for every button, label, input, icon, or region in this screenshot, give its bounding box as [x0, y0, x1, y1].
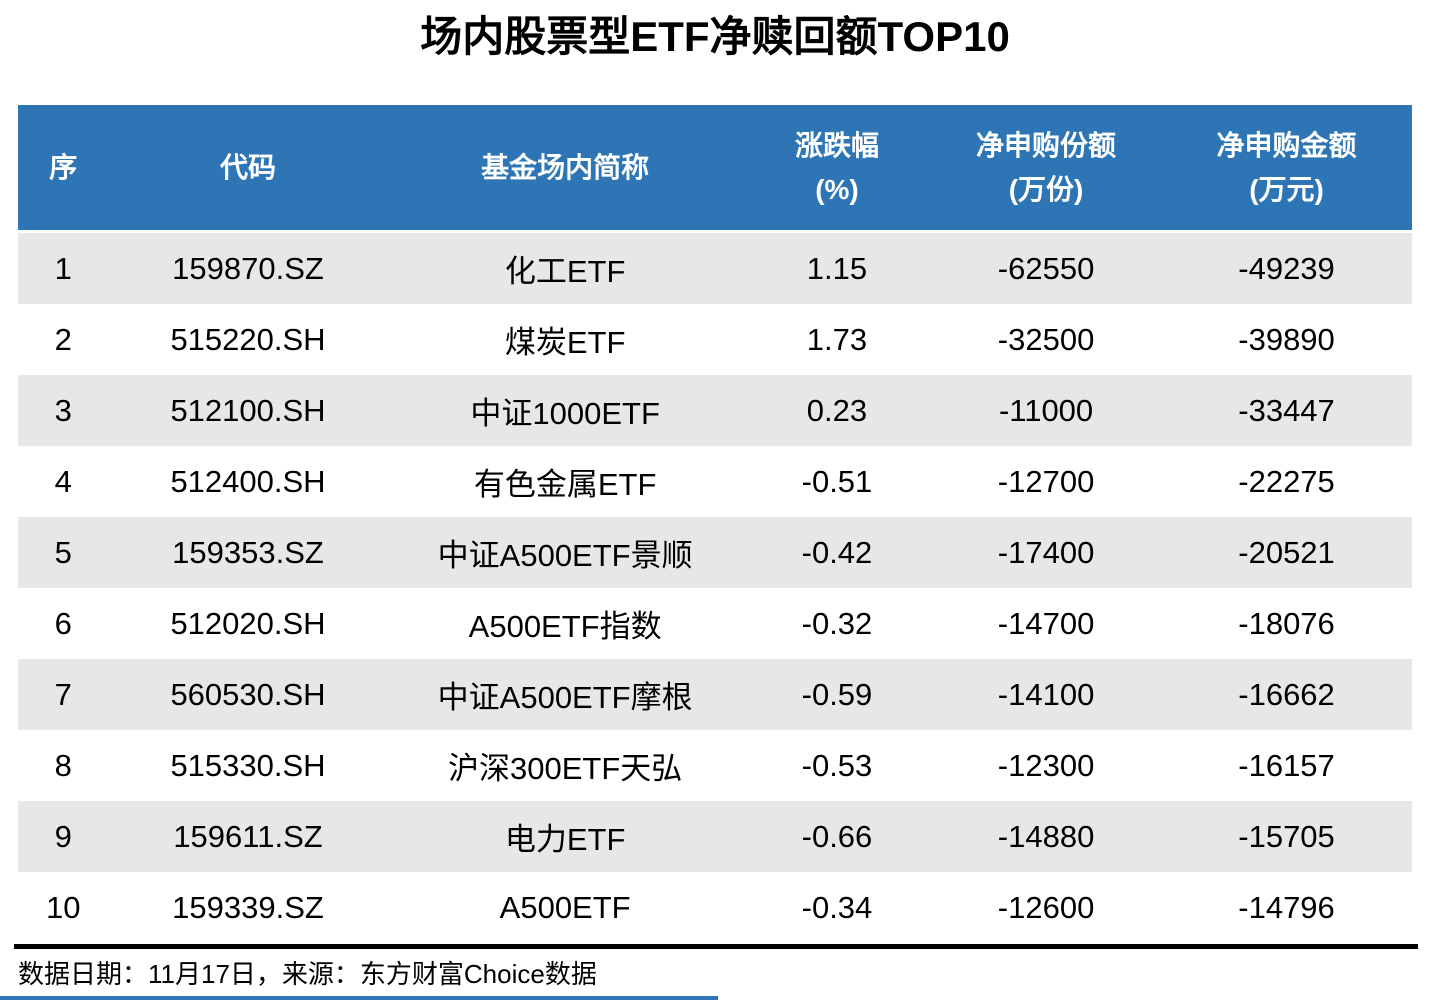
cell-change-pct: -0.42	[801, 534, 873, 570]
cell-net-amount: -16662	[1238, 676, 1335, 712]
table-row: 2 515220.SH 煤炭ETF 1.73 -32500 -39890	[18, 304, 1412, 375]
cell-net-amount: -15705	[1238, 818, 1335, 854]
cell-name: 化工ETF	[504, 254, 626, 289]
table-header: 序 代码 基金场内简称 涨跌幅 (%) 净申购份额 (万份) 净申购金额 (万元)	[18, 105, 1412, 233]
cell-name: 中证A500ETF摩根	[437, 680, 693, 715]
cell-code: 159870.SZ	[172, 250, 324, 286]
cell-code: 512100.SH	[170, 392, 326, 428]
cell-change-pct: -0.53	[801, 747, 873, 783]
cell-change-pct: -0.51	[801, 463, 873, 499]
cell-net-shares: -17400	[997, 534, 1095, 570]
cell-seq: 10	[46, 889, 81, 925]
cell-code: 512400.SH	[170, 463, 326, 499]
cell-code: 159353.SZ	[172, 534, 324, 570]
cell-net-shares: -62550	[997, 250, 1095, 286]
cell-seq: 7	[54, 676, 72, 712]
cell-seq: 5	[54, 534, 72, 570]
cell-net-shares: -11000	[998, 392, 1094, 428]
cell-net-shares: -14700	[997, 605, 1095, 641]
cell-name: 沪深300ETF天弘	[448, 751, 683, 786]
cell-net-shares: -12300	[997, 747, 1095, 783]
cell-name: 电力ETF	[504, 822, 626, 857]
cell-seq: 1	[54, 250, 72, 286]
column-header-label: 净申购份额	[976, 130, 1117, 162]
cell-net-amount: -33447	[1238, 392, 1335, 428]
table-row: 1 159870.SZ 化工ETF 1.15 -62550 -49239	[18, 231, 1412, 304]
column-header-label: 涨跌幅	[794, 130, 879, 162]
table-row: 10 159339.SZ A500ETF -0.34 -12600 -14796	[18, 872, 1412, 943]
cell-net-shares: -32500	[997, 321, 1095, 357]
cell-change-pct: -0.59	[801, 676, 873, 712]
cell-change-pct: 0.23	[806, 392, 868, 428]
cell-code: 515330.SH	[170, 747, 326, 783]
cell-name: 中证A500ETF景顺	[437, 538, 693, 573]
table-row: 8 515330.SH 沪深300ETF天弘 -0.53 -12300 -16157	[18, 730, 1412, 801]
cell-seq: 3	[54, 392, 72, 428]
cell-seq: 8	[54, 747, 72, 783]
table-bottom-rule	[14, 944, 1418, 949]
column-header-label: 基金场内简称	[481, 151, 650, 183]
cell-change-pct: 1.15	[806, 250, 868, 286]
cell-net-amount: -16157	[1238, 747, 1335, 783]
column-header-unit: (%)	[815, 173, 859, 205]
cell-net-amount: -49239	[1238, 250, 1335, 286]
cell-net-amount: -20521	[1238, 534, 1335, 570]
cell-net-shares: -14880	[997, 818, 1095, 854]
column-header-change-pct: 涨跌幅 (%)	[742, 105, 932, 233]
table-row: 9 159611.SZ 电力ETF -0.66 -14880 -15705	[18, 801, 1412, 872]
cell-seq: 6	[54, 605, 72, 641]
cell-net-amount: -22275	[1238, 463, 1335, 499]
cell-code: 515220.SH	[170, 321, 326, 357]
cell-seq: 2	[54, 321, 72, 357]
table-row: 7 560530.SH 中证A500ETF摩根 -0.59 -14100 -16662	[18, 659, 1412, 730]
column-header-label: 净申购金额	[1216, 130, 1357, 162]
cell-change-pct: -0.66	[801, 818, 873, 854]
table-row: 4 512400.SH 有色金属ETF -0.51 -12700 -22275	[18, 446, 1412, 517]
cell-net-shares: -12700	[997, 463, 1095, 499]
table-row: 5 159353.SZ 中证A500ETF景顺 -0.42 -17400 -20521	[18, 517, 1412, 588]
column-header-label: 代码	[220, 151, 277, 183]
cell-net-amount: -18076	[1238, 605, 1335, 641]
cell-seq: 4	[54, 463, 72, 499]
cell-code: 512020.SH	[170, 605, 326, 641]
cell-net-shares: -12600	[997, 889, 1095, 925]
cell-change-pct: 1.73	[806, 321, 868, 357]
bottom-accent-line	[0, 996, 718, 1000]
cell-name: 中证1000ETF	[470, 396, 660, 431]
cell-net-amount: -39890	[1238, 321, 1335, 357]
page-title: 场内股票型ETF净赎回额TOP10	[420, 13, 1010, 60]
cell-code: 560530.SH	[170, 676, 326, 712]
cell-name: A500ETF指数	[468, 609, 662, 644]
column-header-seq: 序	[18, 105, 109, 233]
table-row: 3 512100.SH 中证1000ETF 0.23 -11000 -33447	[18, 375, 1412, 446]
column-header-unit: (万元)	[1249, 173, 1324, 205]
column-header-name: 基金场内简称	[387, 105, 743, 233]
cell-name: 有色金属ETF	[473, 467, 657, 502]
cell-seq: 9	[54, 818, 72, 854]
column-header-net-shares: 净申购份额 (万份)	[931, 105, 1162, 233]
cell-code: 159339.SZ	[172, 889, 324, 925]
cell-name: 煤炭ETF	[504, 325, 626, 360]
table-header-row: 序 代码 基金场内简称 涨跌幅 (%) 净申购份额 (万份) 净申购金额 (万元)	[18, 105, 1412, 233]
column-header-label: 序	[49, 151, 78, 183]
cell-change-pct: -0.32	[801, 605, 873, 641]
column-header-unit: (万份)	[1008, 173, 1084, 205]
table-body: 1 159870.SZ 化工ETF 1.15 -62550 -49239 2 515220.S…	[18, 231, 1412, 943]
cell-net-shares: -14100	[997, 676, 1095, 712]
column-header-code: 代码	[108, 105, 388, 233]
cell-name: A500ETF	[499, 889, 631, 925]
etf-redemption-table: 序 代码 基金场内简称 涨跌幅 (%) 净申购份额 (万份) 净申购金额 (万元) 1 15987…	[18, 105, 1412, 943]
data-source-note: 数据日期：11月17日，来源：东方财富Choice数据	[18, 959, 597, 989]
cell-change-pct: -0.34	[801, 889, 873, 925]
table-row: 6 512020.SH A500ETF指数 -0.32 -14700 -18076	[18, 588, 1412, 659]
cell-net-amount: -14796	[1238, 889, 1335, 925]
column-header-net-amount: 净申购金额 (万元)	[1161, 105, 1412, 233]
cell-code: 159611.SZ	[173, 818, 323, 854]
